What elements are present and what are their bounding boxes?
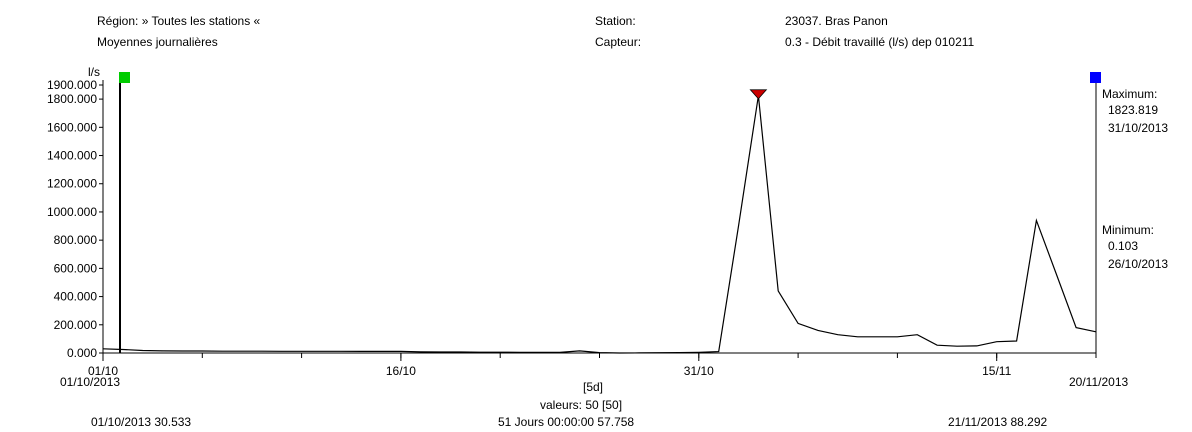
- y-tick-label: 1200.000: [47, 177, 97, 191]
- max-date: 31/10/2013: [1108, 121, 1169, 135]
- x-tick-label: 15/11: [982, 364, 1011, 378]
- y-tick-label: 1900.000: [47, 78, 97, 92]
- min-date: 26/10/2013: [1108, 257, 1169, 271]
- y-tick-label: 0.000: [67, 346, 97, 360]
- y-tick-label: 1400.000: [47, 149, 97, 163]
- y-tick-label: 1800.000: [47, 92, 97, 106]
- y-tick-label: 1600.000: [47, 120, 97, 134]
- footer-end: 21/11/2013 88.292: [948, 415, 1048, 429]
- end-cursor-marker: [1090, 72, 1101, 83]
- sensor-key: Capteur:: [595, 35, 642, 49]
- x-start-date: 01/10/2013: [60, 375, 121, 389]
- footer-duration: 51 Jours 00:00:00 57.758: [498, 415, 635, 429]
- station-key: Station:: [595, 14, 636, 28]
- region-label: Région: » Toutes les stations «: [97, 14, 261, 28]
- mode-label: Moyennes journalières: [97, 35, 218, 49]
- interval-label: [5d]: [583, 380, 604, 394]
- max-marker: [749, 89, 768, 100]
- footer-start: 01/10/2013 30.533: [91, 415, 192, 429]
- y-tick-label: 1000.000: [47, 205, 97, 219]
- sensor-value: 0.3 - Débit travaillé (l/s) dep 010211: [785, 35, 975, 49]
- max-value: 1823.819: [1108, 103, 1159, 117]
- y-tick-label: 800.000: [54, 233, 98, 247]
- x-tick-label: 01/10: [88, 364, 118, 378]
- y-axis-unit: l/s: [88, 65, 100, 79]
- x-end-date: 20/11/2013: [1069, 375, 1129, 389]
- start-cursor-marker: [119, 72, 130, 83]
- x-tick-label: 31/10: [684, 364, 714, 378]
- x-tick-label: 16/10: [386, 364, 416, 378]
- min-value: 0.103: [1108, 239, 1139, 253]
- value-count: valeurs: 50 [50]: [540, 398, 623, 412]
- min-label: Minimum:: [1102, 223, 1155, 237]
- y-tick-label: 600.000: [54, 261, 98, 275]
- series-line: [102, 95, 1097, 354]
- y-tick-label: 200.000: [54, 318, 98, 332]
- max-label: Maximum:: [1102, 87, 1158, 101]
- y-tick-label: 400.000: [54, 290, 98, 304]
- station-value: 23037. Bras Panon: [785, 14, 888, 28]
